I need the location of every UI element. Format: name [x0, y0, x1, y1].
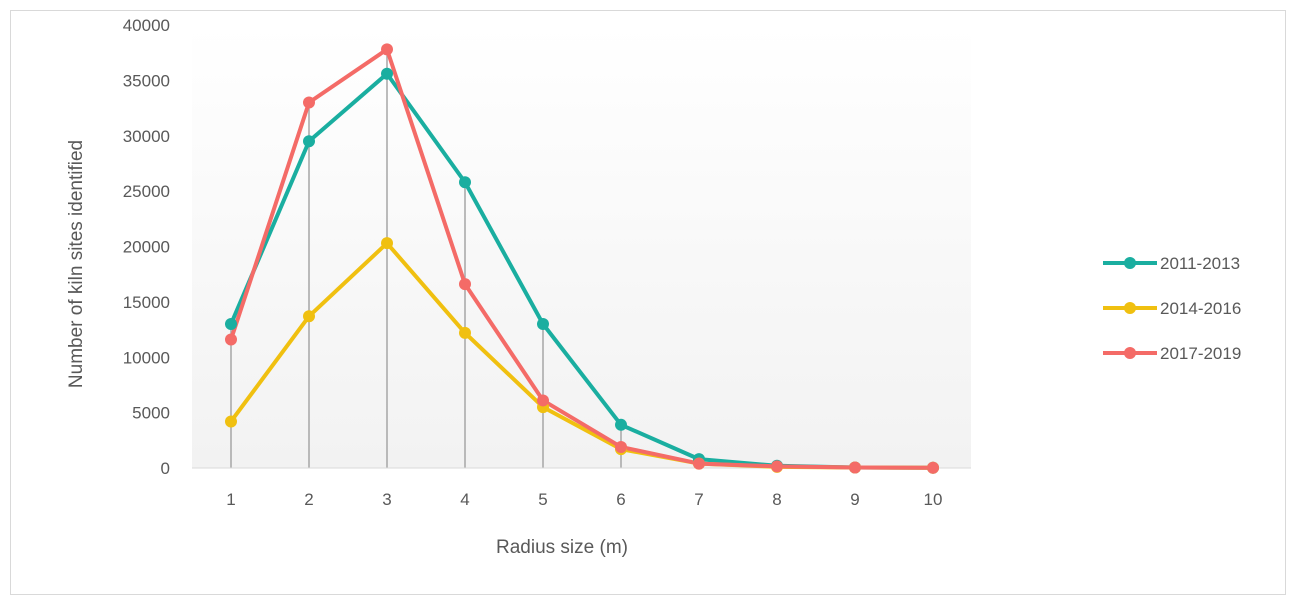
plot-area-background [192, 25, 971, 468]
x-tick-label: 8 [772, 490, 781, 509]
legend-item: 2017-2019 [1103, 344, 1241, 363]
x-tick-label: 3 [382, 490, 391, 509]
legend-label: 2017-2019 [1160, 344, 1241, 363]
series-lines [229, 47, 935, 470]
legend-marker [1124, 347, 1136, 359]
data-point [225, 318, 237, 331]
data-point [537, 394, 549, 407]
y-tick-label: 40000 [123, 16, 170, 35]
data-point [615, 440, 627, 453]
data-point [381, 237, 393, 250]
data-point [459, 278, 471, 291]
y-tick-label: 15000 [123, 293, 170, 312]
data-point [303, 135, 315, 148]
y-tick-label: 20000 [123, 238, 170, 257]
legend-label: 2014-2016 [1160, 299, 1241, 318]
legend: 2011-2013 2014-2016 2017-2019 [1103, 254, 1241, 363]
y-tick-label: 0 [161, 459, 170, 478]
x-tick-label: 10 [924, 490, 943, 509]
data-point [303, 310, 315, 323]
data-point [381, 67, 393, 80]
data-point [615, 418, 627, 431]
data-point [381, 43, 393, 56]
y-tick-label: 30000 [123, 127, 170, 146]
data-point [225, 333, 237, 346]
data-point [459, 176, 471, 189]
x-tick-label: 9 [850, 490, 859, 509]
data-point [849, 461, 861, 474]
y-tick-label: 35000 [123, 71, 170, 90]
x-tick-label: 6 [616, 490, 625, 509]
legend-item: 2011-2013 [1103, 254, 1240, 273]
x-axis-title: Radius size (m) [496, 537, 628, 558]
x-axis-tick-labels: 1 2 3 4 5 6 7 8 9 10 [226, 490, 942, 509]
legend-marker [1124, 302, 1136, 314]
y-tick-label: 5000 [132, 404, 170, 423]
x-tick-label: 1 [226, 490, 235, 509]
legend-label: 2011-2013 [1160, 254, 1240, 273]
data-point [303, 96, 315, 109]
series-line [229, 47, 935, 470]
data-point [693, 457, 705, 470]
y-tick-label: 10000 [123, 348, 170, 367]
y-tick-label: 25000 [123, 182, 170, 201]
data-point [771, 460, 783, 473]
y-axis-title: Number of kiln sites identified [66, 140, 87, 388]
data-point [537, 318, 549, 331]
data-point [927, 461, 939, 474]
legend-item: 2014-2016 [1103, 299, 1241, 318]
legend-marker [1124, 257, 1136, 269]
y-axis-tick-labels: 0 5000 10000 15000 20000 25000 30000 35000 40000 [123, 16, 170, 478]
x-tick-label: 5 [538, 490, 547, 509]
x-tick-label: 2 [304, 490, 313, 509]
data-point [459, 326, 471, 339]
x-tick-label: 4 [460, 490, 469, 509]
series-markers [225, 43, 939, 474]
data-point [225, 415, 237, 428]
x-tick-label: 7 [694, 490, 703, 509]
